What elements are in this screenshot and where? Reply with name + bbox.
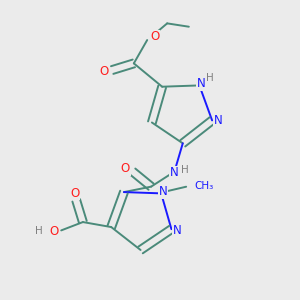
Text: N: N: [169, 167, 178, 179]
Text: N: N: [173, 224, 182, 237]
Text: H: H: [181, 165, 189, 175]
Text: O: O: [49, 225, 58, 238]
Text: N: N: [197, 77, 206, 90]
Text: H: H: [35, 226, 43, 236]
Text: O: O: [121, 162, 130, 175]
Text: N: N: [158, 185, 167, 198]
Text: O: O: [150, 30, 159, 43]
Text: O: O: [99, 65, 109, 78]
Text: CH₃: CH₃: [194, 181, 214, 191]
Text: N: N: [214, 114, 223, 127]
Text: H: H: [206, 73, 214, 83]
Text: O: O: [70, 187, 79, 200]
